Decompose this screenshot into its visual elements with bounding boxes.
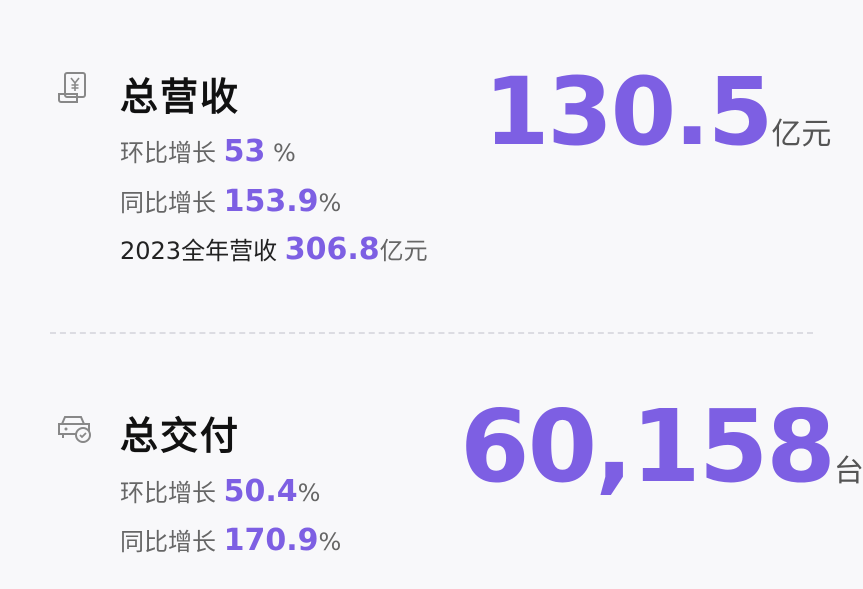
revenue-yoy-row: 同比增长 153.9% <box>120 183 341 219</box>
row-unit: % <box>273 139 296 167</box>
row-unit: % <box>318 528 342 556</box>
row-label: 环比增长 <box>120 139 216 167</box>
delivery-title: 总交付 <box>120 414 241 458</box>
row-value: 53 <box>223 134 266 169</box>
row-value: 50.4 <box>223 474 298 509</box>
revenue-total: 130.5亿元 <box>484 58 831 167</box>
row-unit: % <box>297 479 321 507</box>
section-divider <box>50 332 813 334</box>
row-label: 环比增长 <box>120 479 216 507</box>
delivery-value: 60,158 <box>460 388 836 505</box>
delivery-total: 60,158台 <box>460 388 863 505</box>
revenue-value: 130.5 <box>484 58 773 167</box>
row-value: 170.9 <box>223 523 319 558</box>
row-unit: 亿元 <box>379 237 428 265</box>
car-check-icon <box>58 416 91 443</box>
row-value: 153.9 <box>223 184 319 219</box>
delivery-unit: 台 <box>833 454 863 489</box>
revenue-title: 总营收 <box>120 75 241 119</box>
revenue-annual-row: 2023全年营收 306.8亿元 <box>120 231 428 267</box>
row-label: 同比增长 <box>120 528 216 556</box>
revenue-unit: 亿元 <box>771 117 832 152</box>
delivery-yoy-row: 同比增长 170.9% <box>120 522 341 558</box>
delivery-qoq-row: 环比增长 50.4% <box>120 473 320 509</box>
row-value: 306.8 <box>284 232 380 267</box>
row-label: 同比增长 <box>120 189 216 217</box>
receipt-yen-icon <box>58 72 86 103</box>
revenue-qoq-row: 环比增长 53 % <box>120 133 296 169</box>
row-unit: % <box>318 189 342 217</box>
row-label: 2023全年营收 <box>120 237 278 265</box>
